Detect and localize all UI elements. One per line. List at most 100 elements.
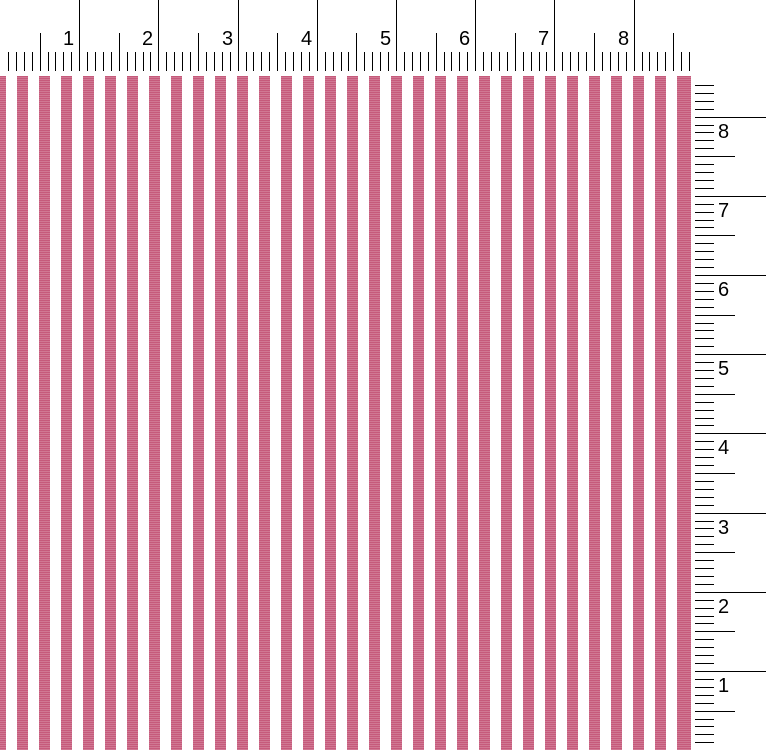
ruler-tick xyxy=(238,0,239,71)
ruler-tick xyxy=(695,196,766,197)
ruler-tick xyxy=(695,323,714,324)
ruler-tick xyxy=(48,52,49,71)
ruler-tick xyxy=(681,52,682,71)
ruler-tick xyxy=(396,0,397,71)
ruler-tick xyxy=(695,101,714,102)
ruler-tick xyxy=(695,188,714,189)
ruler-tick xyxy=(695,544,714,545)
ruler-tick xyxy=(269,52,270,71)
ruler-tick xyxy=(467,52,468,71)
ruler-tick xyxy=(695,148,714,149)
ruler-tick xyxy=(695,204,714,205)
ruler-tick xyxy=(695,703,714,704)
ruler-tick xyxy=(695,125,714,126)
ruler-tick xyxy=(695,457,714,458)
ruler-label: 1 xyxy=(718,675,730,697)
ruler-tick xyxy=(695,647,714,648)
ruler-tick xyxy=(420,52,421,71)
ruler-tick xyxy=(531,52,532,71)
ruler-tick xyxy=(150,52,151,71)
ruler-tick xyxy=(95,52,96,71)
ruler-tick xyxy=(695,568,714,569)
ruler-tick xyxy=(103,52,104,71)
ruler-tick xyxy=(695,362,714,363)
ruler-tick xyxy=(695,251,714,252)
ruler-label: 5 xyxy=(718,358,730,380)
ruler-tick xyxy=(649,52,650,71)
ruler-tick xyxy=(230,52,231,71)
ruler-tick xyxy=(570,52,571,71)
ruler-tick xyxy=(695,608,714,609)
ruler-tick xyxy=(206,52,207,71)
ruler-label: 4 xyxy=(718,437,730,459)
ruler-tick xyxy=(253,52,254,71)
ruler-tick xyxy=(356,33,357,71)
ruler-tick xyxy=(372,52,373,71)
ruler-tick xyxy=(695,695,714,696)
ruler-tick xyxy=(444,52,445,71)
ruler-label: 7 xyxy=(538,28,550,50)
ruler-tick xyxy=(695,156,735,157)
ruler-tick xyxy=(695,180,714,181)
ruler-tick xyxy=(642,52,643,71)
ruler-tick xyxy=(657,52,658,71)
ruler-tick xyxy=(491,52,492,71)
ruler-tick xyxy=(333,52,334,71)
ruler-tick xyxy=(610,52,611,71)
ruler-label: 5 xyxy=(380,28,392,50)
ruler-tick xyxy=(618,52,619,71)
ruler-tick xyxy=(695,497,714,498)
ruler-tick xyxy=(695,726,714,727)
ruler-tick xyxy=(695,734,714,735)
ruler-tick xyxy=(695,663,714,664)
ruler-tick xyxy=(436,33,437,71)
ruler-tick xyxy=(695,109,714,110)
ruler-label: 8 xyxy=(718,121,730,143)
ruler-tick xyxy=(546,52,547,71)
ruler-tick xyxy=(695,259,714,260)
ruler-tick xyxy=(166,52,167,71)
ruler-tick xyxy=(127,52,128,71)
ruler-tick xyxy=(695,370,714,371)
ruler-tick xyxy=(554,0,555,71)
ruler-tick xyxy=(634,0,635,71)
ruler-tick xyxy=(695,394,735,395)
ruler-tick xyxy=(695,600,714,601)
ruler-tick xyxy=(277,33,278,71)
ruler-tick xyxy=(32,52,33,71)
ruler-tick xyxy=(695,117,766,118)
ruler-tick xyxy=(695,227,714,228)
ruler-tick xyxy=(695,275,766,276)
ruler-tick xyxy=(695,283,714,284)
ruler-tick xyxy=(626,52,627,71)
ruler-tick xyxy=(40,33,41,71)
ruler-tick xyxy=(695,346,714,347)
ruler-tick xyxy=(380,52,381,71)
ruler-tick xyxy=(695,521,714,522)
ruler-tick xyxy=(119,33,120,71)
ruler-tick xyxy=(695,449,714,450)
ruler-tick xyxy=(348,52,349,71)
ruler-tick xyxy=(695,354,766,355)
ruler-tick xyxy=(55,52,56,71)
ruler-tick xyxy=(695,536,714,537)
ruler-tick xyxy=(695,465,714,466)
ruler-tick xyxy=(261,52,262,71)
ruler-tick xyxy=(71,52,72,71)
ruler-tick xyxy=(562,52,563,71)
ruler-tick xyxy=(695,719,714,720)
ruler-tick xyxy=(602,52,603,71)
ruler-tick xyxy=(364,52,365,71)
ruler-tick xyxy=(695,576,714,577)
ruler-label: 3 xyxy=(222,28,234,50)
ruler-tick xyxy=(695,418,714,419)
ruler-tick xyxy=(695,386,714,387)
ruler-tick xyxy=(695,584,714,585)
ruler-label: 1 xyxy=(63,28,75,50)
ruler-tick xyxy=(695,473,735,474)
ruler-tick xyxy=(63,52,64,71)
ruler-tick xyxy=(695,711,735,712)
ruler-tick xyxy=(222,52,223,71)
ruler-tick xyxy=(695,243,714,244)
ruler-tick xyxy=(428,52,429,71)
